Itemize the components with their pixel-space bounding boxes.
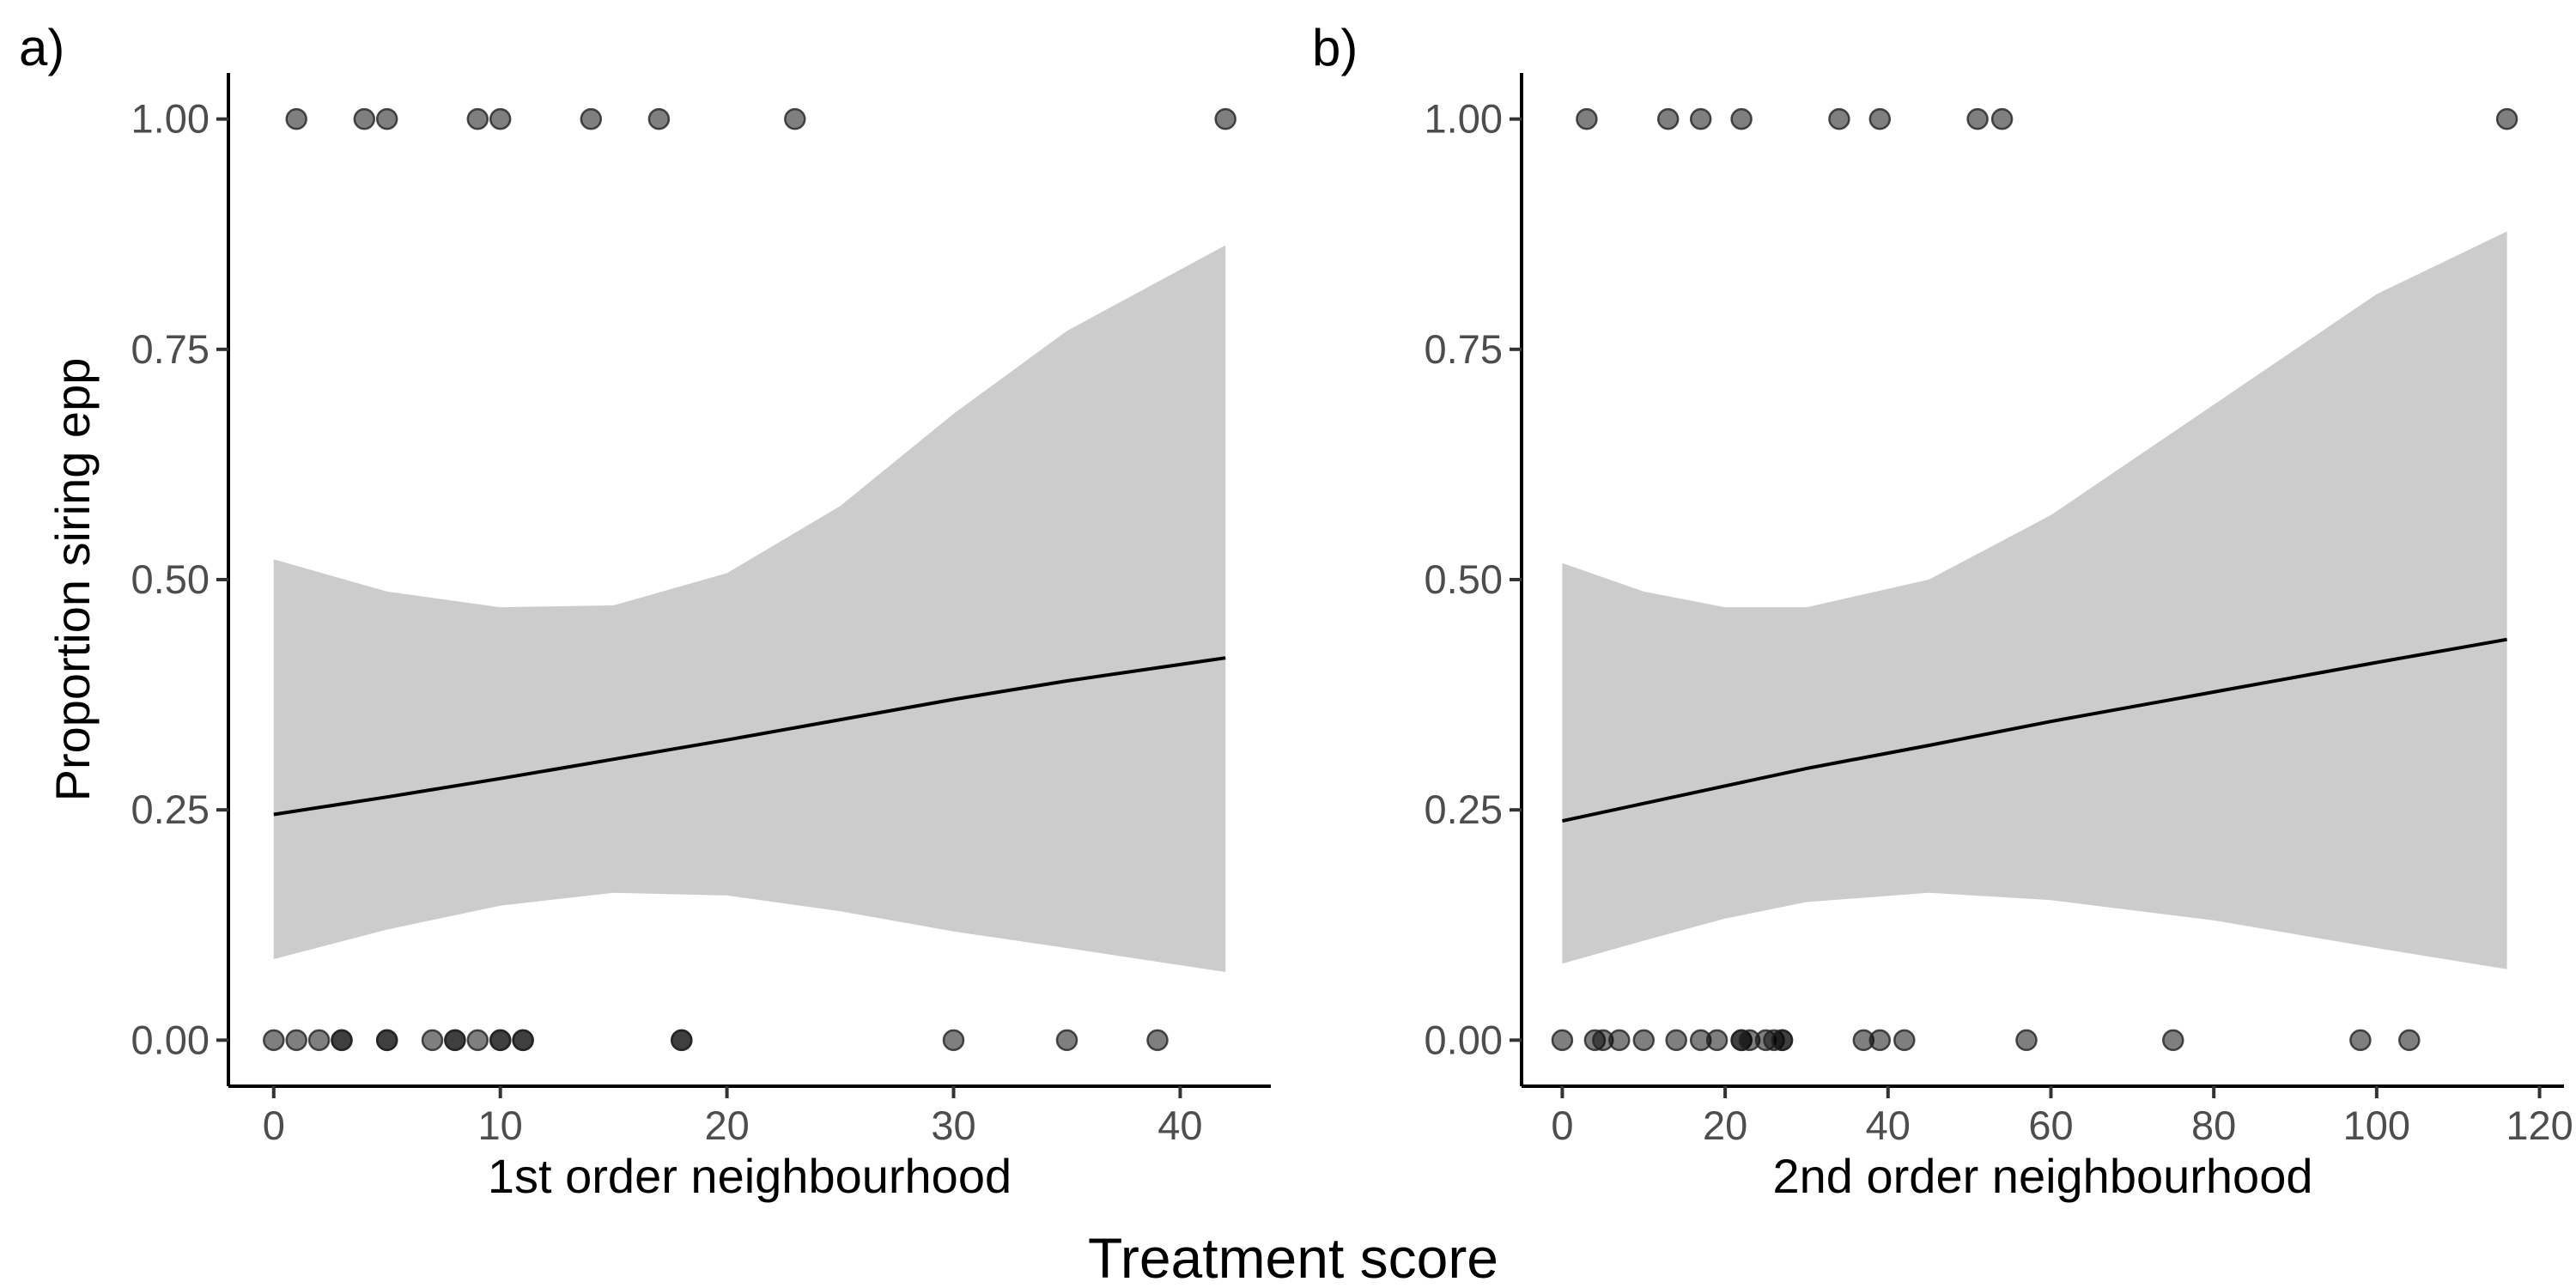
panel-label: a) (19, 19, 64, 76)
data-point (444, 1029, 466, 1052)
y-tick-label: 0.75 (131, 326, 210, 372)
panel-b: 0.00 0.25 0.50 0.75 1.00 0 20 40 60 80 100 120 2nd o… (1312, 19, 2573, 1203)
data-point (1689, 107, 1712, 131)
data-point (1868, 1029, 1892, 1052)
x-tick-label: 80 (2191, 1103, 2236, 1148)
data-point (1705, 1029, 1728, 1052)
y-tick-label: 0.25 (131, 787, 210, 832)
data-point (1214, 107, 1236, 131)
data-point (1990, 107, 2014, 131)
data-point (2349, 1029, 2372, 1052)
data-point (307, 1029, 331, 1052)
y-tick-label: 0.25 (1425, 787, 1503, 832)
x-tick-label: 0 (263, 1103, 285, 1148)
x-tick-label: 10 (478, 1103, 523, 1148)
y-axis-title: Proportion siring epp (46, 358, 100, 802)
data-point (285, 107, 307, 131)
fit-line (273, 656, 1226, 817)
data-point (647, 107, 671, 131)
y-tick-label: 0.75 (1425, 326, 1503, 372)
y-tick-label: 0.00 (131, 1017, 210, 1062)
x-tick-label: 40 (1157, 1103, 1202, 1148)
data-point (375, 107, 398, 131)
y-tick-label: 0.50 (131, 556, 210, 602)
y-tick-label: 0.00 (1425, 1017, 1503, 1062)
data-point (1608, 1029, 1631, 1052)
x-tick-label: 30 (931, 1103, 975, 1148)
data-point (671, 1029, 693, 1052)
data-point (421, 1029, 444, 1052)
data-point (263, 1029, 285, 1052)
data-point (2398, 1029, 2421, 1052)
y-tick-label: 0.50 (1425, 556, 1503, 602)
panel-label: b) (1312, 19, 1358, 76)
x-tick-label: 20 (704, 1103, 749, 1148)
data-point (512, 1029, 534, 1052)
x-tick-label: 0 (1551, 1103, 1573, 1148)
data-point (331, 1029, 353, 1052)
x-axis-title: 1st order neighbourhood (488, 1149, 1012, 1203)
data-point (1551, 1029, 1574, 1052)
data-point (2015, 1029, 2038, 1052)
confidence-band (273, 245, 1226, 973)
data-point (1893, 1029, 1916, 1052)
data-point (1966, 107, 1989, 131)
panel-a: 0.00 0.25 0.50 0.75 1.00 0 10 20 30 40 1st order n… (19, 19, 1271, 1203)
confidence-band (1562, 231, 2507, 969)
x-tick-label: 60 (2028, 1103, 2073, 1148)
data-point (1146, 1029, 1169, 1052)
data-point (466, 1029, 489, 1052)
x-axis-title: 2nd order neighbourhood (1773, 1149, 2313, 1203)
data-point (784, 107, 806, 131)
data-point (285, 1029, 307, 1052)
data-point (2162, 1029, 2184, 1052)
data-point (1656, 107, 1680, 131)
fit-line (1561, 637, 2507, 823)
data-point (489, 1029, 512, 1052)
data-point (1868, 107, 1892, 131)
data-point (466, 107, 489, 131)
shared-x-axis-title: Treatment score (1088, 1226, 1498, 1288)
data-point (1055, 1029, 1078, 1052)
data-point (1576, 107, 1598, 131)
data-point (1665, 1029, 1687, 1052)
x-tick-label: 120 (2506, 1103, 2573, 1148)
data-point (1828, 107, 1850, 131)
data-point (1730, 107, 1753, 131)
x-tick-label: 40 (1866, 1103, 1911, 1148)
data-point (2495, 107, 2518, 131)
data-point (353, 107, 376, 131)
data-point (580, 107, 603, 131)
x-tick-label: 100 (2343, 1103, 2410, 1148)
x-tick-label: 20 (1703, 1103, 1747, 1148)
data-point (489, 107, 512, 131)
data-point (1771, 1029, 1794, 1052)
data-point (1632, 1029, 1656, 1052)
data-point (942, 1029, 965, 1052)
data-point (375, 1029, 398, 1052)
y-tick-label: 1.00 (131, 96, 210, 142)
y-tick-label: 1.00 (1425, 96, 1503, 142)
